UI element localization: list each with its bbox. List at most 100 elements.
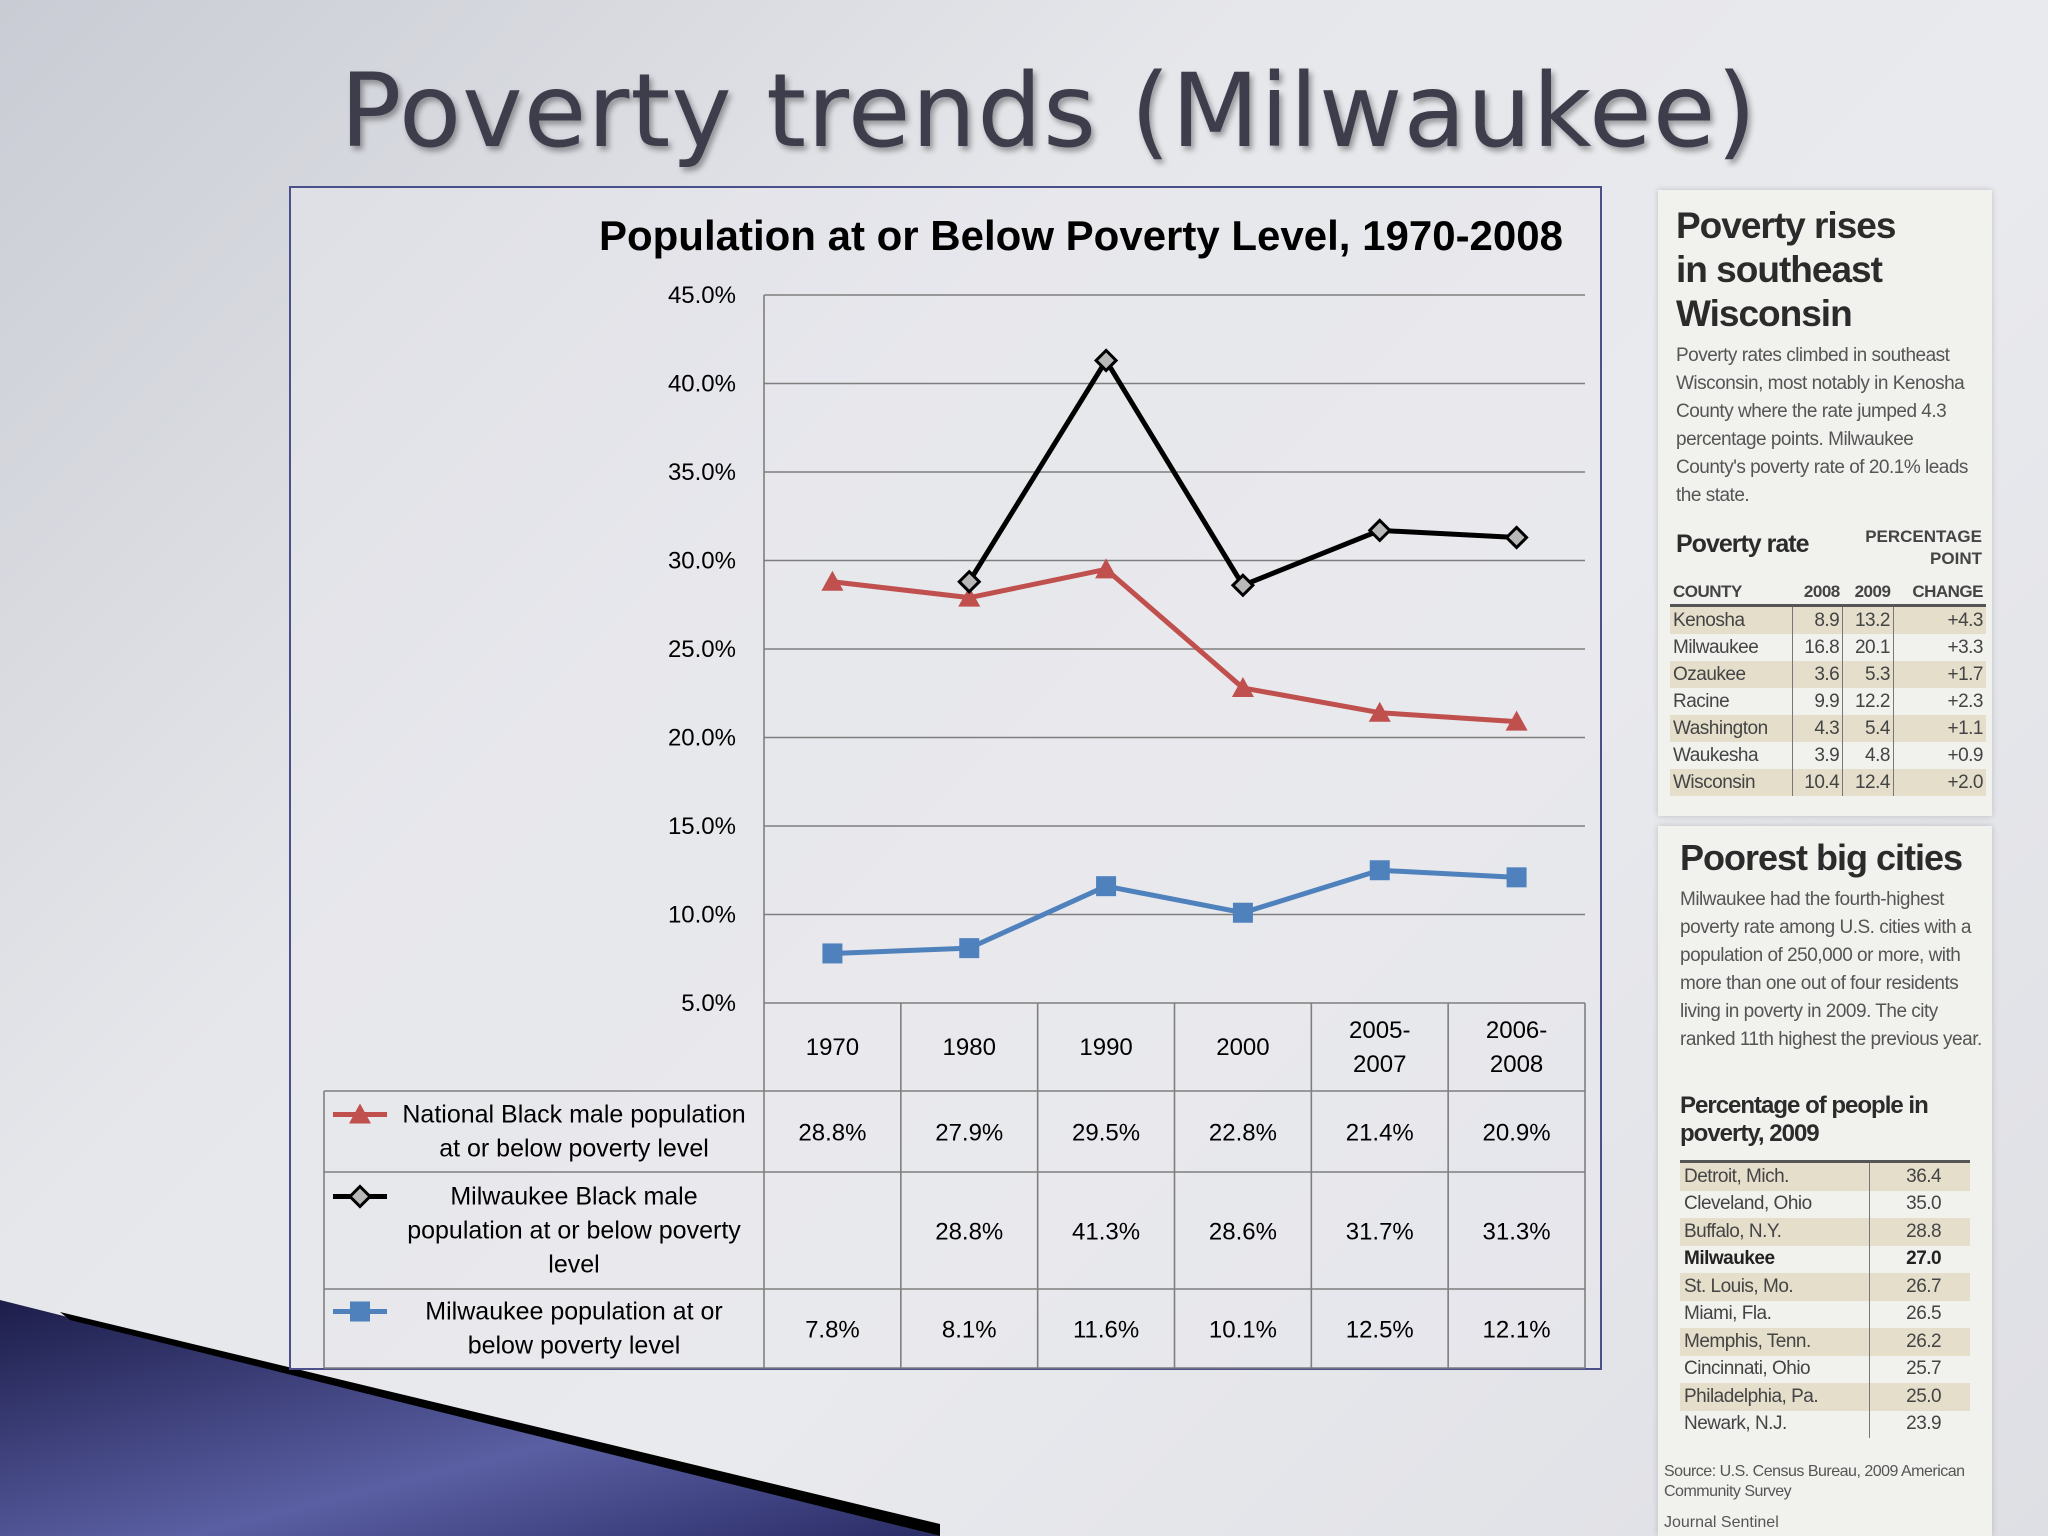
- series-line: [967, 357, 1517, 588]
- data-table-value: 29.5%: [1072, 1120, 1140, 1147]
- data-table-value: 8.1%: [942, 1317, 997, 1344]
- data-point-square: [1506, 867, 1527, 888]
- data-table-value: 28.6%: [1209, 1219, 1277, 1246]
- table-cell: Miami, Fla.: [1684, 1303, 1772, 1325]
- legend-key-marker: [349, 1103, 371, 1124]
- table-row: Detroit, Mich. 36.4: [1680, 1161, 1970, 1191]
- data-point-square: [959, 938, 980, 959]
- data-table-value: 20.9%: [1483, 1120, 1551, 1147]
- clipping-body: Poverty rates climbed in southeast Wisco…: [1676, 345, 1968, 506]
- table-title: Poverty rate: [1676, 530, 1810, 558]
- x-category-label: 2000: [1216, 1034, 1269, 1061]
- data-point-square: [1096, 876, 1117, 897]
- table-row: Washington 4.3 5.4 +1.1: [1670, 715, 1986, 742]
- table-row: Waukesha 3.9 4.8 +0.9: [1670, 742, 1986, 769]
- legend-key-marker: [350, 1301, 370, 1322]
- legend-series-name: population at or below poverty: [407, 1217, 741, 1245]
- y-tick-label: 20.0%: [668, 725, 736, 752]
- y-tick-label: 10.0%: [668, 902, 736, 929]
- x-category-label: 1980: [943, 1034, 996, 1061]
- x-category-label: 2005-: [1349, 1017, 1410, 1044]
- table-cell: 5.3: [1842, 661, 1894, 688]
- table-cell: Newark, N.J.: [1684, 1413, 1787, 1435]
- data-table-value: 27.9%: [935, 1120, 1003, 1147]
- table-cell: 10.4: [1791, 769, 1843, 796]
- table-title: Percentage of people in poverty, 2009: [1680, 1092, 1929, 1147]
- table-cell: Cincinnati, Ohio: [1684, 1358, 1811, 1380]
- table-row: Racine 9.9 12.2 +2.3: [1670, 688, 1986, 715]
- table-cell: Washington: [1670, 715, 1793, 742]
- headline-line: Poverty rises: [1676, 205, 1896, 246]
- data-table-value: 21.4%: [1346, 1120, 1414, 1147]
- y-tick-label: 30.0%: [668, 548, 736, 575]
- table-cell: Philadelphia, Pa.: [1680, 1383, 1870, 1411]
- header-line: POINT: [1930, 549, 1982, 568]
- table-cell: 4.8: [1842, 742, 1894, 769]
- y-tick-label: 15.0%: [668, 813, 736, 840]
- clipping-headline: Poverty rises in southeast Wisconsin: [1676, 204, 1976, 336]
- x-category-label: 2006-: [1486, 1017, 1547, 1044]
- table-row: St. Louis, Mo. 26.7: [1680, 1273, 1970, 1301]
- y-tick-label: 45.0%: [668, 282, 736, 309]
- y-tick-label: 40.0%: [668, 371, 736, 398]
- table-row: Memphis, Tenn. 26.2: [1680, 1328, 1970, 1356]
- data-table-value: 12.1%: [1483, 1317, 1551, 1344]
- legend-series-name: below poverty level: [468, 1332, 681, 1360]
- table-cell: 3.6: [1791, 661, 1843, 688]
- headline-line: Wisconsin: [1676, 293, 1853, 334]
- column-header: 2008: [1792, 582, 1843, 607]
- data-point-triangle: [1231, 676, 1254, 697]
- newspaper-credit: Journal Sentinel: [1664, 1514, 1779, 1531]
- x-category-label: 1970: [806, 1034, 859, 1061]
- table-row: Philadelphia, Pa. 25.0: [1680, 1383, 1970, 1411]
- table-cell: 25.0: [1869, 1383, 1970, 1411]
- table-row: Cleveland, Ohio 35.0: [1680, 1190, 1970, 1218]
- table-cell: +1.1: [1892, 715, 1986, 742]
- cities-poverty-table: Detroit, Mich. 36.4 Cleveland, Ohio 35.0 Buf…: [1680, 1160, 1970, 1438]
- legend-key-marker: [347, 1184, 373, 1209]
- data-table-value: 10.1%: [1209, 1317, 1277, 1344]
- table-cell: 3.9: [1791, 742, 1843, 769]
- table-cell: 36.4: [1869, 1161, 1970, 1191]
- data-table-value: 22.8%: [1209, 1120, 1277, 1147]
- table-cell: 12.4: [1842, 769, 1894, 796]
- legend-series-name: at or below poverty level: [439, 1135, 709, 1163]
- data-point-triangle: [821, 570, 844, 591]
- table-cell: 27.0: [1869, 1245, 1970, 1273]
- data-point-square: [1232, 902, 1253, 923]
- data-table-value: 7.8%: [805, 1317, 860, 1344]
- table-row: Cincinnati, Ohio 25.7: [1680, 1355, 1970, 1383]
- table-cell: 12.2: [1842, 688, 1894, 715]
- table-cell: St. Louis, Mo.: [1680, 1273, 1870, 1301]
- table-cell: Waukesha: [1673, 744, 1759, 766]
- decorative-corner-wedge: [0, 1300, 940, 1536]
- data-table-value: 28.8%: [935, 1219, 1003, 1246]
- table-cell: +2.0: [1892, 769, 1986, 796]
- y-tick-label: 5.0%: [681, 990, 736, 1017]
- data-table-value: 31.3%: [1483, 1219, 1551, 1246]
- table-cell: 9.9: [1791, 688, 1843, 715]
- data-table-value: 41.3%: [1072, 1219, 1140, 1246]
- table-cell: +0.9: [1892, 742, 1986, 769]
- table-cell: Milwaukee: [1673, 636, 1759, 658]
- data-point-diamond: [1367, 518, 1392, 543]
- table-cell: 26.7: [1869, 1273, 1970, 1301]
- chart-title: Population at or Below Poverty Level, 19…: [599, 212, 1563, 259]
- table-cell: Ozaukee: [1670, 661, 1793, 688]
- table-cell: 13.2: [1842, 605, 1894, 634]
- table-cell: Racine: [1673, 690, 1730, 712]
- table-row: Miami, Fla. 26.5: [1680, 1300, 1970, 1328]
- table-cell: +3.3: [1892, 634, 1986, 661]
- table-cell: 8.9: [1791, 605, 1843, 634]
- slide-title: Poverty trends (Milwaukee): [340, 52, 1758, 171]
- table-row: Buffalo, N.Y. 28.8: [1680, 1218, 1970, 1246]
- table-cell: 25.7: [1869, 1355, 1970, 1383]
- y-tick-label: 25.0%: [668, 636, 736, 663]
- source-note: Source: U.S. Census Bureau, 2009 America…: [1664, 1463, 1965, 1500]
- table-row: Ozaukee 3.6 5.3 +1.7: [1670, 661, 1986, 688]
- legend-series-name: level: [548, 1251, 599, 1279]
- x-category-label: 2008: [1490, 1051, 1543, 1078]
- table-row: Kenosha 8.9 13.2 +4.3: [1670, 605, 1986, 634]
- table-cell: +2.3: [1892, 688, 1986, 715]
- column-header: 2009: [1842, 582, 1894, 607]
